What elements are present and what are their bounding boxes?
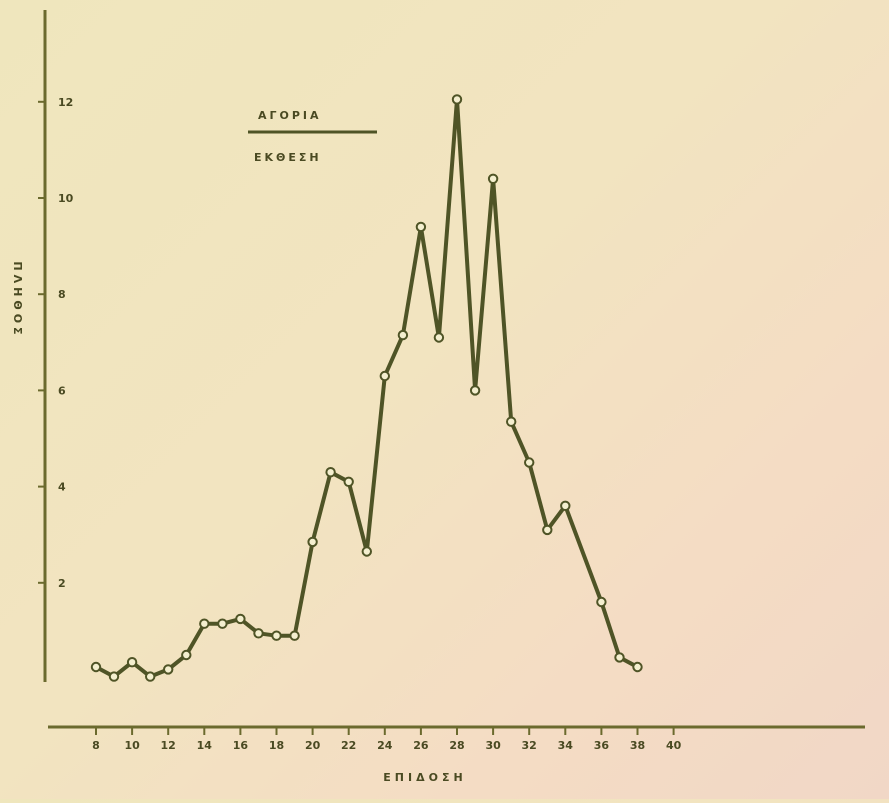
x-tick-label: 12	[161, 739, 176, 752]
data-point	[415, 221, 427, 233]
data-point	[253, 628, 264, 639]
data-point	[451, 94, 463, 105]
data-point	[90, 661, 102, 673]
y-tick-label: 12	[58, 96, 73, 109]
x-tick-label: 10	[124, 739, 140, 752]
data-point	[433, 332, 445, 343]
data-point	[217, 618, 228, 629]
data-point	[506, 416, 517, 427]
x-tick-label: 38	[630, 739, 645, 752]
data-point	[235, 613, 246, 625]
data-point	[307, 536, 318, 548]
legend-series-label: ΑΓΟΡΙΑ	[258, 109, 322, 122]
data-point	[632, 661, 643, 673]
x-tick-label: 24	[377, 739, 393, 752]
data-point	[361, 546, 372, 557]
x-tick-label: 34	[558, 739, 574, 752]
data-point	[271, 630, 282, 641]
data-point	[596, 596, 607, 608]
x-tick-label: 28	[449, 739, 464, 752]
data-point	[199, 618, 210, 629]
x-tick-label: 22	[341, 739, 356, 752]
data-point	[560, 500, 571, 511]
data-point	[469, 385, 481, 396]
data-point	[379, 370, 390, 382]
data-point	[126, 657, 138, 668]
x-tick-label: 32	[522, 739, 537, 752]
x-tick-label: 20	[305, 739, 321, 752]
data-point	[397, 329, 409, 341]
x-tick-label: 16	[233, 739, 249, 752]
y-tick-label: 2	[58, 577, 66, 590]
x-tick-label: 26	[413, 739, 429, 752]
x-tick-label: 30	[485, 739, 501, 752]
x-tick-label: 36	[594, 739, 610, 752]
data-point	[289, 630, 300, 641]
data-point	[181, 649, 192, 661]
x-tick-label: 40	[666, 739, 682, 752]
legend: ΑΓΟΡΙΑ ΕΚΘΕΣΗ	[248, 109, 377, 164]
legend-sublabel: ΕΚΘΕΣΗ	[254, 151, 322, 164]
x-tick-label: 8	[92, 739, 100, 752]
y-tick-label: 6	[58, 384, 66, 397]
data-point	[487, 173, 499, 185]
y-tick-label: 10	[58, 192, 74, 205]
data-point	[524, 457, 535, 468]
y-tick-label: 8	[58, 288, 66, 301]
y-tick-label: 4	[58, 481, 66, 494]
data-point	[145, 671, 156, 682]
y-axis-title: ΠΛΗΘΟΣ	[11, 261, 24, 338]
data-point	[542, 524, 553, 536]
x-tick-label: 14	[197, 739, 213, 752]
data-point	[614, 652, 625, 663]
x-tick-label: 18	[269, 739, 284, 752]
series-line	[94, 97, 640, 679]
data-point	[343, 476, 354, 487]
data-point	[325, 467, 336, 478]
series-layer	[90, 94, 643, 682]
x-axis-title: ΕΠΙΔΟΣΗ	[383, 771, 466, 784]
data-point	[108, 671, 120, 682]
data-point	[163, 664, 174, 675]
